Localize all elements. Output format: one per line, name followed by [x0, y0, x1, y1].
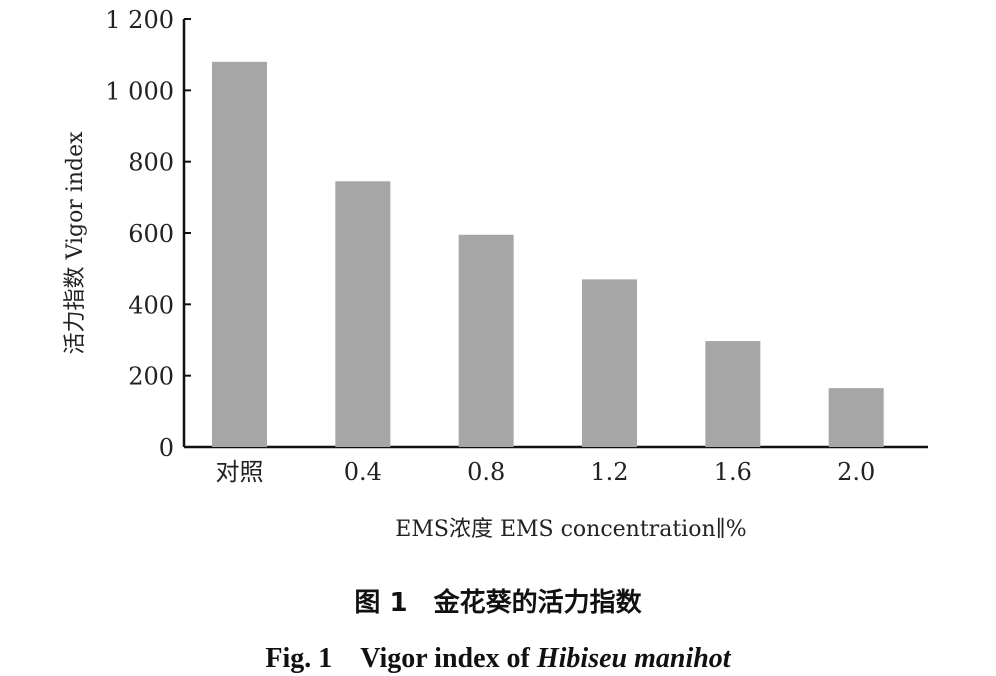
y-tick-label: 800 — [128, 149, 174, 177]
y-tick-label: 600 — [128, 220, 174, 248]
bar — [335, 181, 391, 448]
figure-caption-english-prefix: Fig. 1 Vigor index of — [265, 643, 537, 674]
y-axis: 0 200 400 600 800 1 000 1 200 — [105, 6, 191, 462]
x-axis-title: EMS浓度 EMS concentration∥% — [395, 517, 746, 542]
bar-chart: 0 200 400 600 800 1 000 1 200 对照 0.4 0.8 1.2 1.6 2.… — [63, 6, 928, 542]
y-axis-title: 活力指数 Vigor index — [63, 131, 88, 355]
bar — [582, 279, 637, 447]
bars — [212, 61, 884, 448]
bar — [458, 234, 514, 447]
figure-caption-chinese: 图 1 金花葵的活力指数 — [354, 588, 642, 618]
y-tick-label: 1 000 — [105, 77, 174, 105]
figure-caption-species: Hibiseu manihot — [536, 643, 731, 674]
figure-caption-english: Fig. 1 Vigor index of Hibiseu manihot — [0, 636, 996, 676]
bar — [212, 61, 267, 448]
y-tick-label: 0 — [159, 434, 174, 462]
x-tick-label: 2.0 — [837, 458, 875, 486]
y-tick-label: 1 200 — [105, 6, 174, 34]
y-tick-label: 400 — [128, 291, 174, 319]
x-tick-label: 对照 — [216, 458, 264, 486]
x-tick-label: 0.8 — [467, 458, 505, 486]
bar — [705, 341, 761, 447]
y-tick-label: 200 — [128, 363, 174, 391]
x-tick-label: 0.4 — [344, 458, 382, 486]
x-tick-label: 1.6 — [714, 458, 752, 486]
x-axis: 对照 0.4 0.8 1.2 1.6 2.0 — [184, 445, 928, 486]
x-tick-label: 1.2 — [590, 458, 628, 486]
bar — [828, 388, 884, 447]
